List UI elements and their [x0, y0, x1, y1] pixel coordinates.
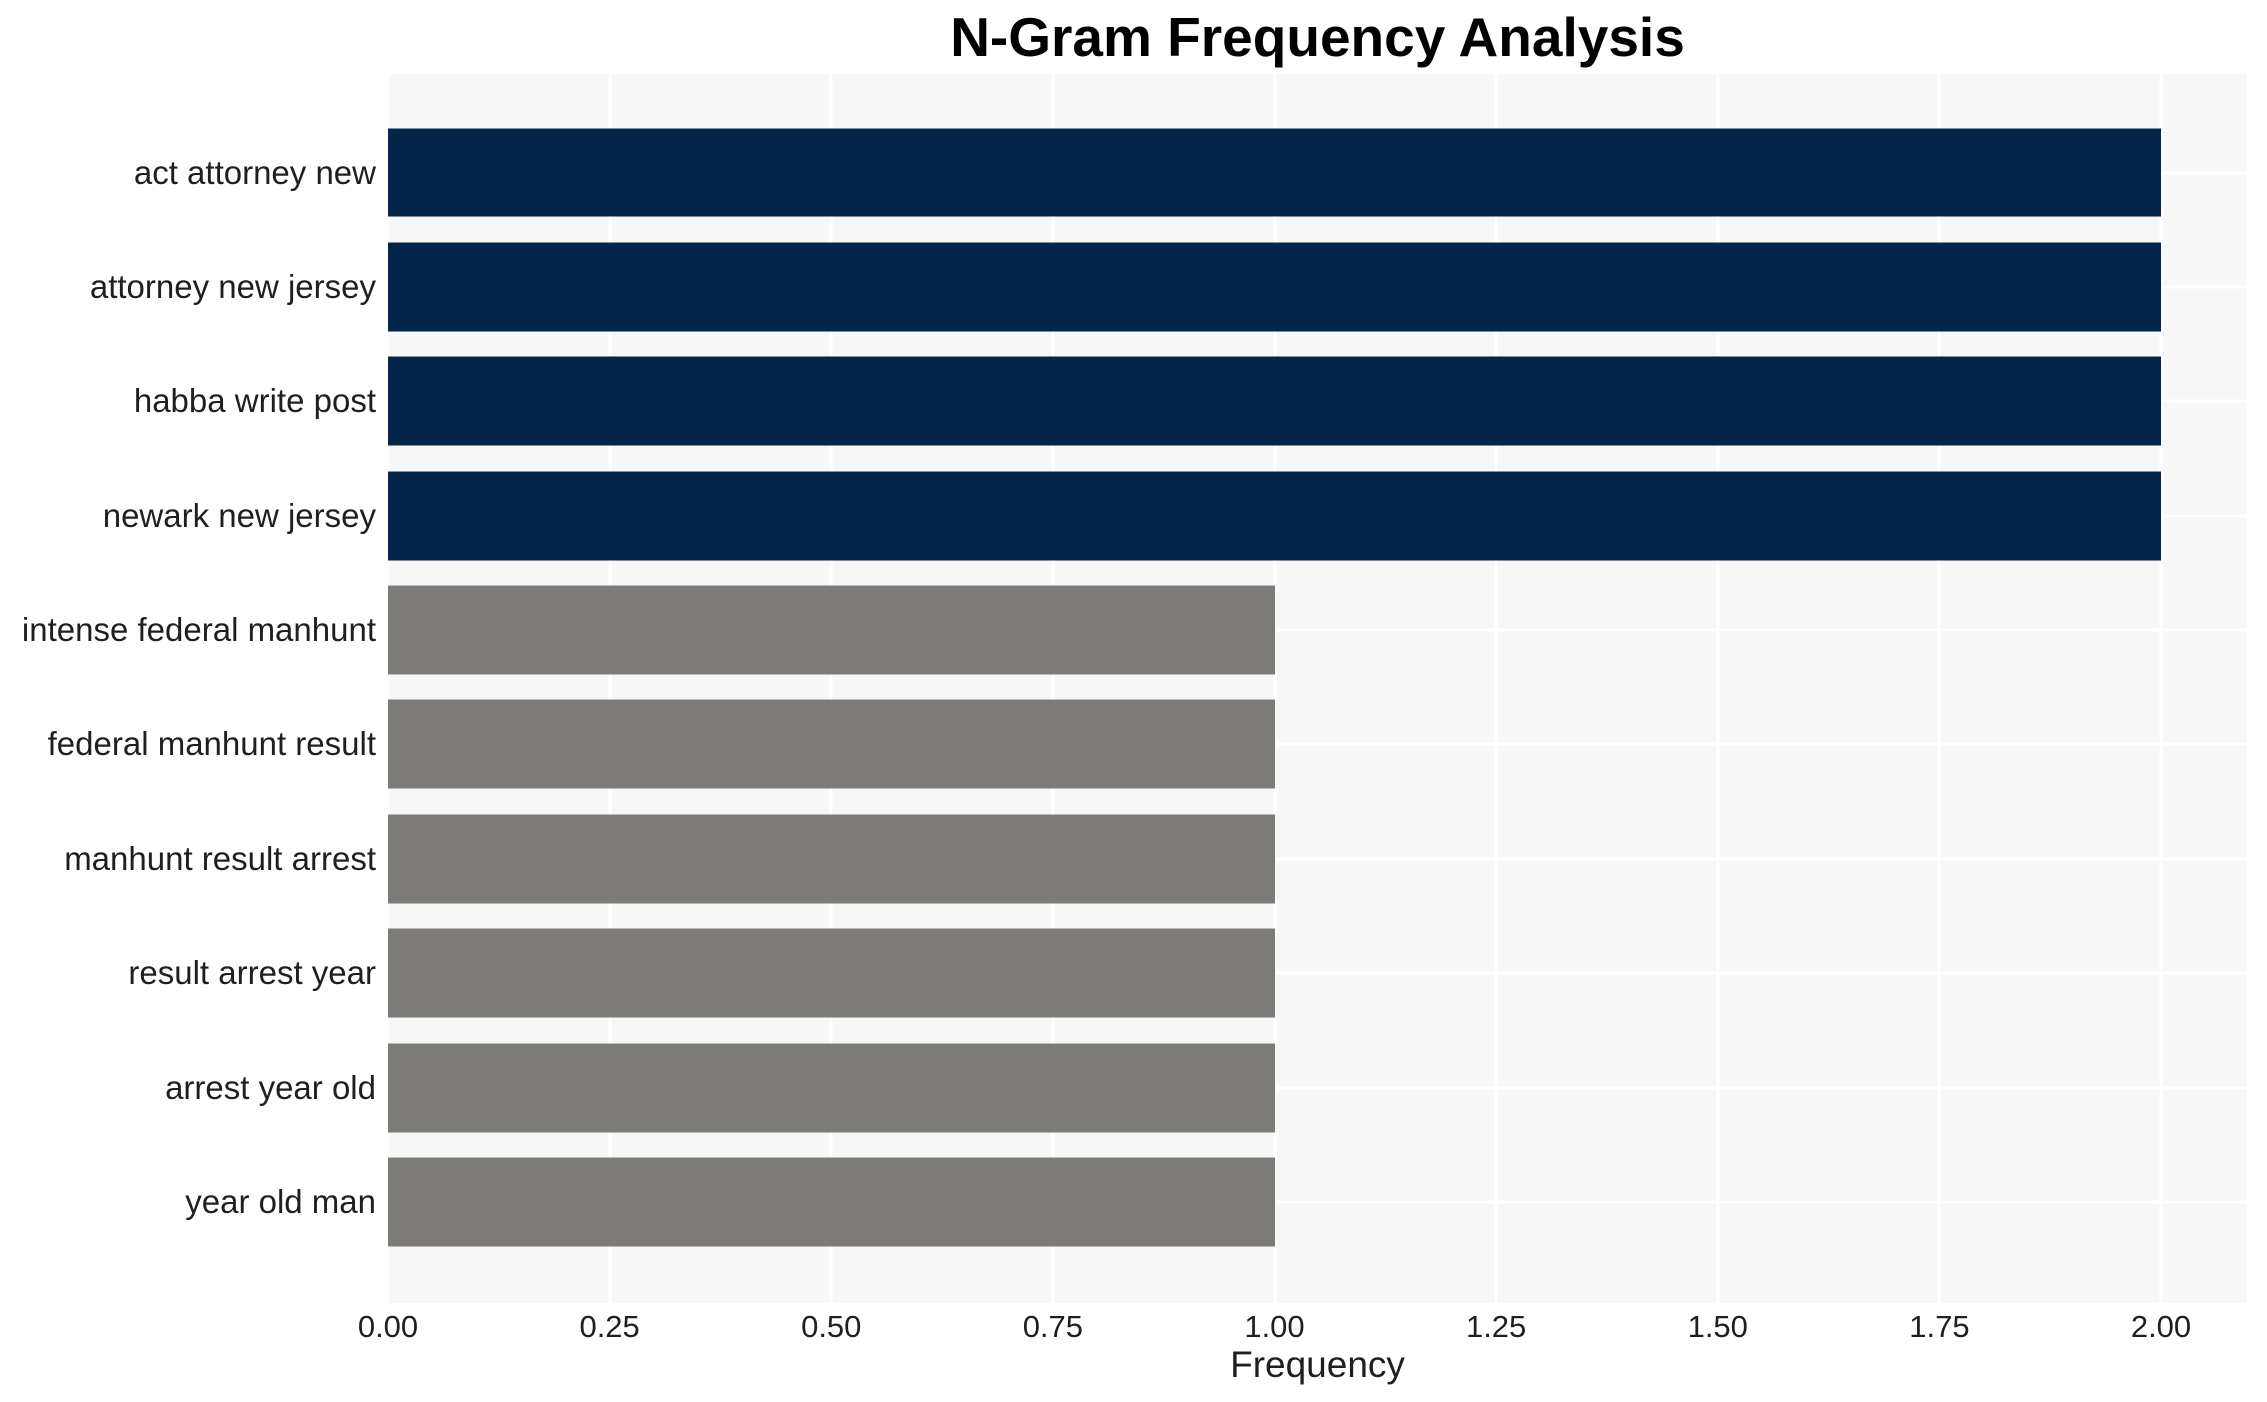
gridline-vertical [1051, 74, 1055, 1303]
gridline-vertical [2159, 74, 2163, 1303]
bar [388, 699, 1275, 789]
y-axis-label: arrest year old [165, 1068, 376, 1106]
gridline-horizontal [388, 857, 2247, 861]
bar [388, 585, 1275, 675]
x-tick-label: 1.50 [1687, 1309, 1748, 1344]
y-axis-label: year old man [185, 1182, 376, 1220]
x-tick-label: 0.25 [579, 1309, 640, 1344]
gridline-vertical [388, 74, 390, 1303]
x-axis-title: Frequency [1230, 1344, 1405, 1385]
y-axis-label: federal manhunt result [47, 725, 376, 763]
gridline-horizontal [388, 742, 2247, 746]
gridline-vertical [608, 74, 612, 1303]
x-tick-label: 1.25 [1465, 1309, 1527, 1344]
gridline-horizontal [388, 971, 2247, 975]
chart-title: N-Gram Frequency Analysis [950, 6, 1685, 68]
x-tick-label: 1.00 [1244, 1309, 1305, 1344]
y-axis-label: result arrest year [128, 954, 376, 992]
bar [388, 356, 2161, 446]
y-axis-label: habba write post [133, 382, 376, 420]
y-axis-label: newark new jersey [102, 496, 376, 534]
x-axis-ticks: 0.00 0.25 0.50 0.75 1.00 1.25 1.50 1.75 2.00 [358, 1309, 2247, 1348]
gridline-horizontal [388, 1200, 2247, 1204]
gridline-vertical [1494, 74, 1498, 1303]
x-tick-label: 0.00 [357, 1309, 419, 1344]
x-tick-label: 2.00 [2130, 1309, 2192, 1344]
gridline-horizontal [388, 628, 2247, 632]
bar [388, 928, 1275, 1018]
bar [388, 1157, 1275, 1247]
gridline-horizontal [388, 1086, 2247, 1090]
bar [388, 1043, 1275, 1133]
y-axis-label: act attorney new [133, 153, 376, 191]
x-tick-label: 0.75 [1022, 1309, 1084, 1344]
y-axis-label: intense federal manhunt [21, 610, 376, 648]
bar [388, 471, 2161, 561]
y-axis-label: attorney new jersey [89, 267, 376, 305]
gridline-vertical [1273, 74, 1276, 1303]
gridline-vertical [829, 74, 833, 1303]
bar [388, 242, 2161, 332]
bar [388, 128, 2161, 217]
y-axis-label: manhunt result arrest [64, 839, 376, 877]
gridline-vertical [1716, 74, 1720, 1303]
bar [388, 814, 1275, 904]
x-tick-label: 1.75 [1909, 1309, 1970, 1344]
plot-area [388, 74, 2247, 1303]
x-tick-label: 0.50 [801, 1309, 862, 1344]
y-axis-labels: act attorney new attorney new jersey habba… [0, 74, 376, 1303]
gridline-vertical [1937, 74, 1941, 1303]
